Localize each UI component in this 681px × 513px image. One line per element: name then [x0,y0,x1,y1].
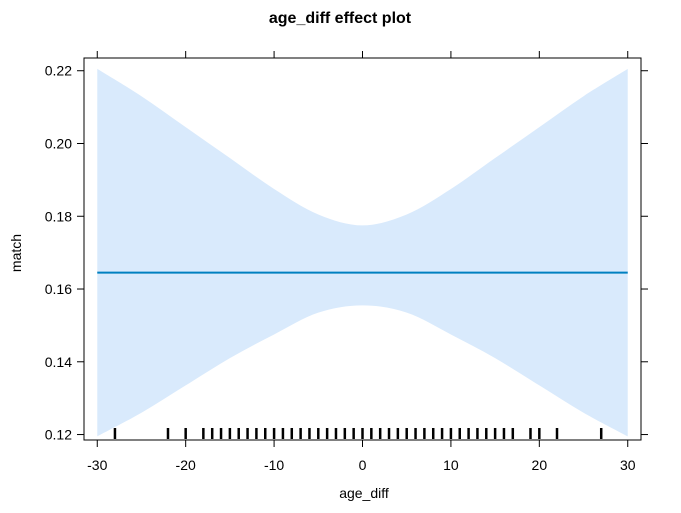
confidence-band-layer [97,68,628,437]
y-tick-label: 0.18 [45,208,72,224]
x-tick-label: 0 [359,457,367,473]
y-tick-label: 0.14 [45,354,72,370]
y-tick-label: 0.22 [45,63,72,79]
axes-layer: -30 -20 -10 0 10 20 30 0.12 0.14 0.16 0.18 0.20 0.22 [45,51,648,473]
x-tick-label: -10 [264,457,284,473]
x-axis-label: age_diff [339,485,389,501]
x-tick-label: 30 [620,457,636,473]
y-tick-label: 0.20 [45,135,72,151]
x-tick-label: 20 [532,457,548,473]
y-tick-label: 0.12 [45,427,72,443]
y-axis-label: match [8,234,24,272]
rug-layer [113,428,603,439]
x-tick-label: 10 [443,457,459,473]
y-tick-label: 0.16 [45,281,72,297]
confidence-band [97,68,628,437]
x-tick-label: -30 [87,457,107,473]
chart-title: age_diff effect plot [269,10,412,27]
x-tick-label: -20 [176,457,196,473]
